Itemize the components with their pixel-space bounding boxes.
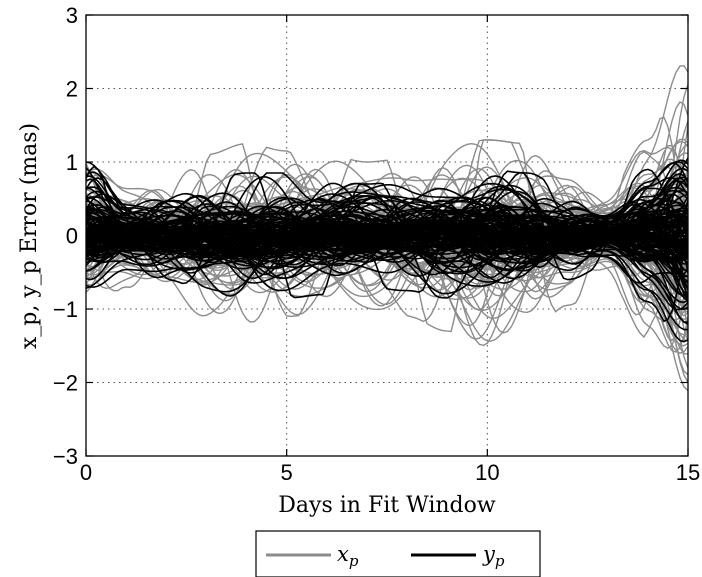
error-curve — [86, 225, 688, 254]
axis-ticks — [85, 14, 689, 457]
y-tick-label: 2 — [66, 77, 78, 102]
error-curve — [86, 198, 688, 255]
y-tick-label: −3 — [53, 444, 78, 469]
error-curve — [86, 165, 688, 302]
y-axis-label: x_p, y_p Error (mas) — [17, 123, 42, 349]
x-tick-label: 5 — [281, 460, 293, 485]
error-curve — [86, 191, 688, 321]
legend-label-x-p: xp — [337, 542, 359, 570]
y-tick-label: −1 — [53, 297, 78, 322]
error-curve — [86, 200, 688, 303]
series-y-p — [86, 157, 688, 343]
x-tick-label: 15 — [676, 460, 700, 485]
tick-labels: 0 5 10 15 −3 −2 −1 0 1 2 3 — [53, 3, 700, 485]
x-axis-label: Days in Fit Window — [278, 493, 496, 518]
error-curve — [86, 228, 688, 250]
series-layer — [86, 65, 688, 392]
y-tick-label: −2 — [53, 371, 78, 396]
y-tick-label: 1 — [66, 150, 78, 175]
legend-label-y-p: yp — [482, 542, 505, 570]
x-tick-label: 0 — [80, 460, 92, 485]
error-curve — [86, 223, 688, 260]
legend: xp yp — [255, 530, 541, 577]
y-tick-label: 3 — [66, 3, 78, 28]
y-tick-label: 0 — [66, 224, 78, 249]
x-tick-label: 10 — [475, 460, 499, 485]
error-curve — [86, 184, 688, 284]
error-curve — [86, 195, 688, 331]
error-curve — [86, 195, 688, 325]
